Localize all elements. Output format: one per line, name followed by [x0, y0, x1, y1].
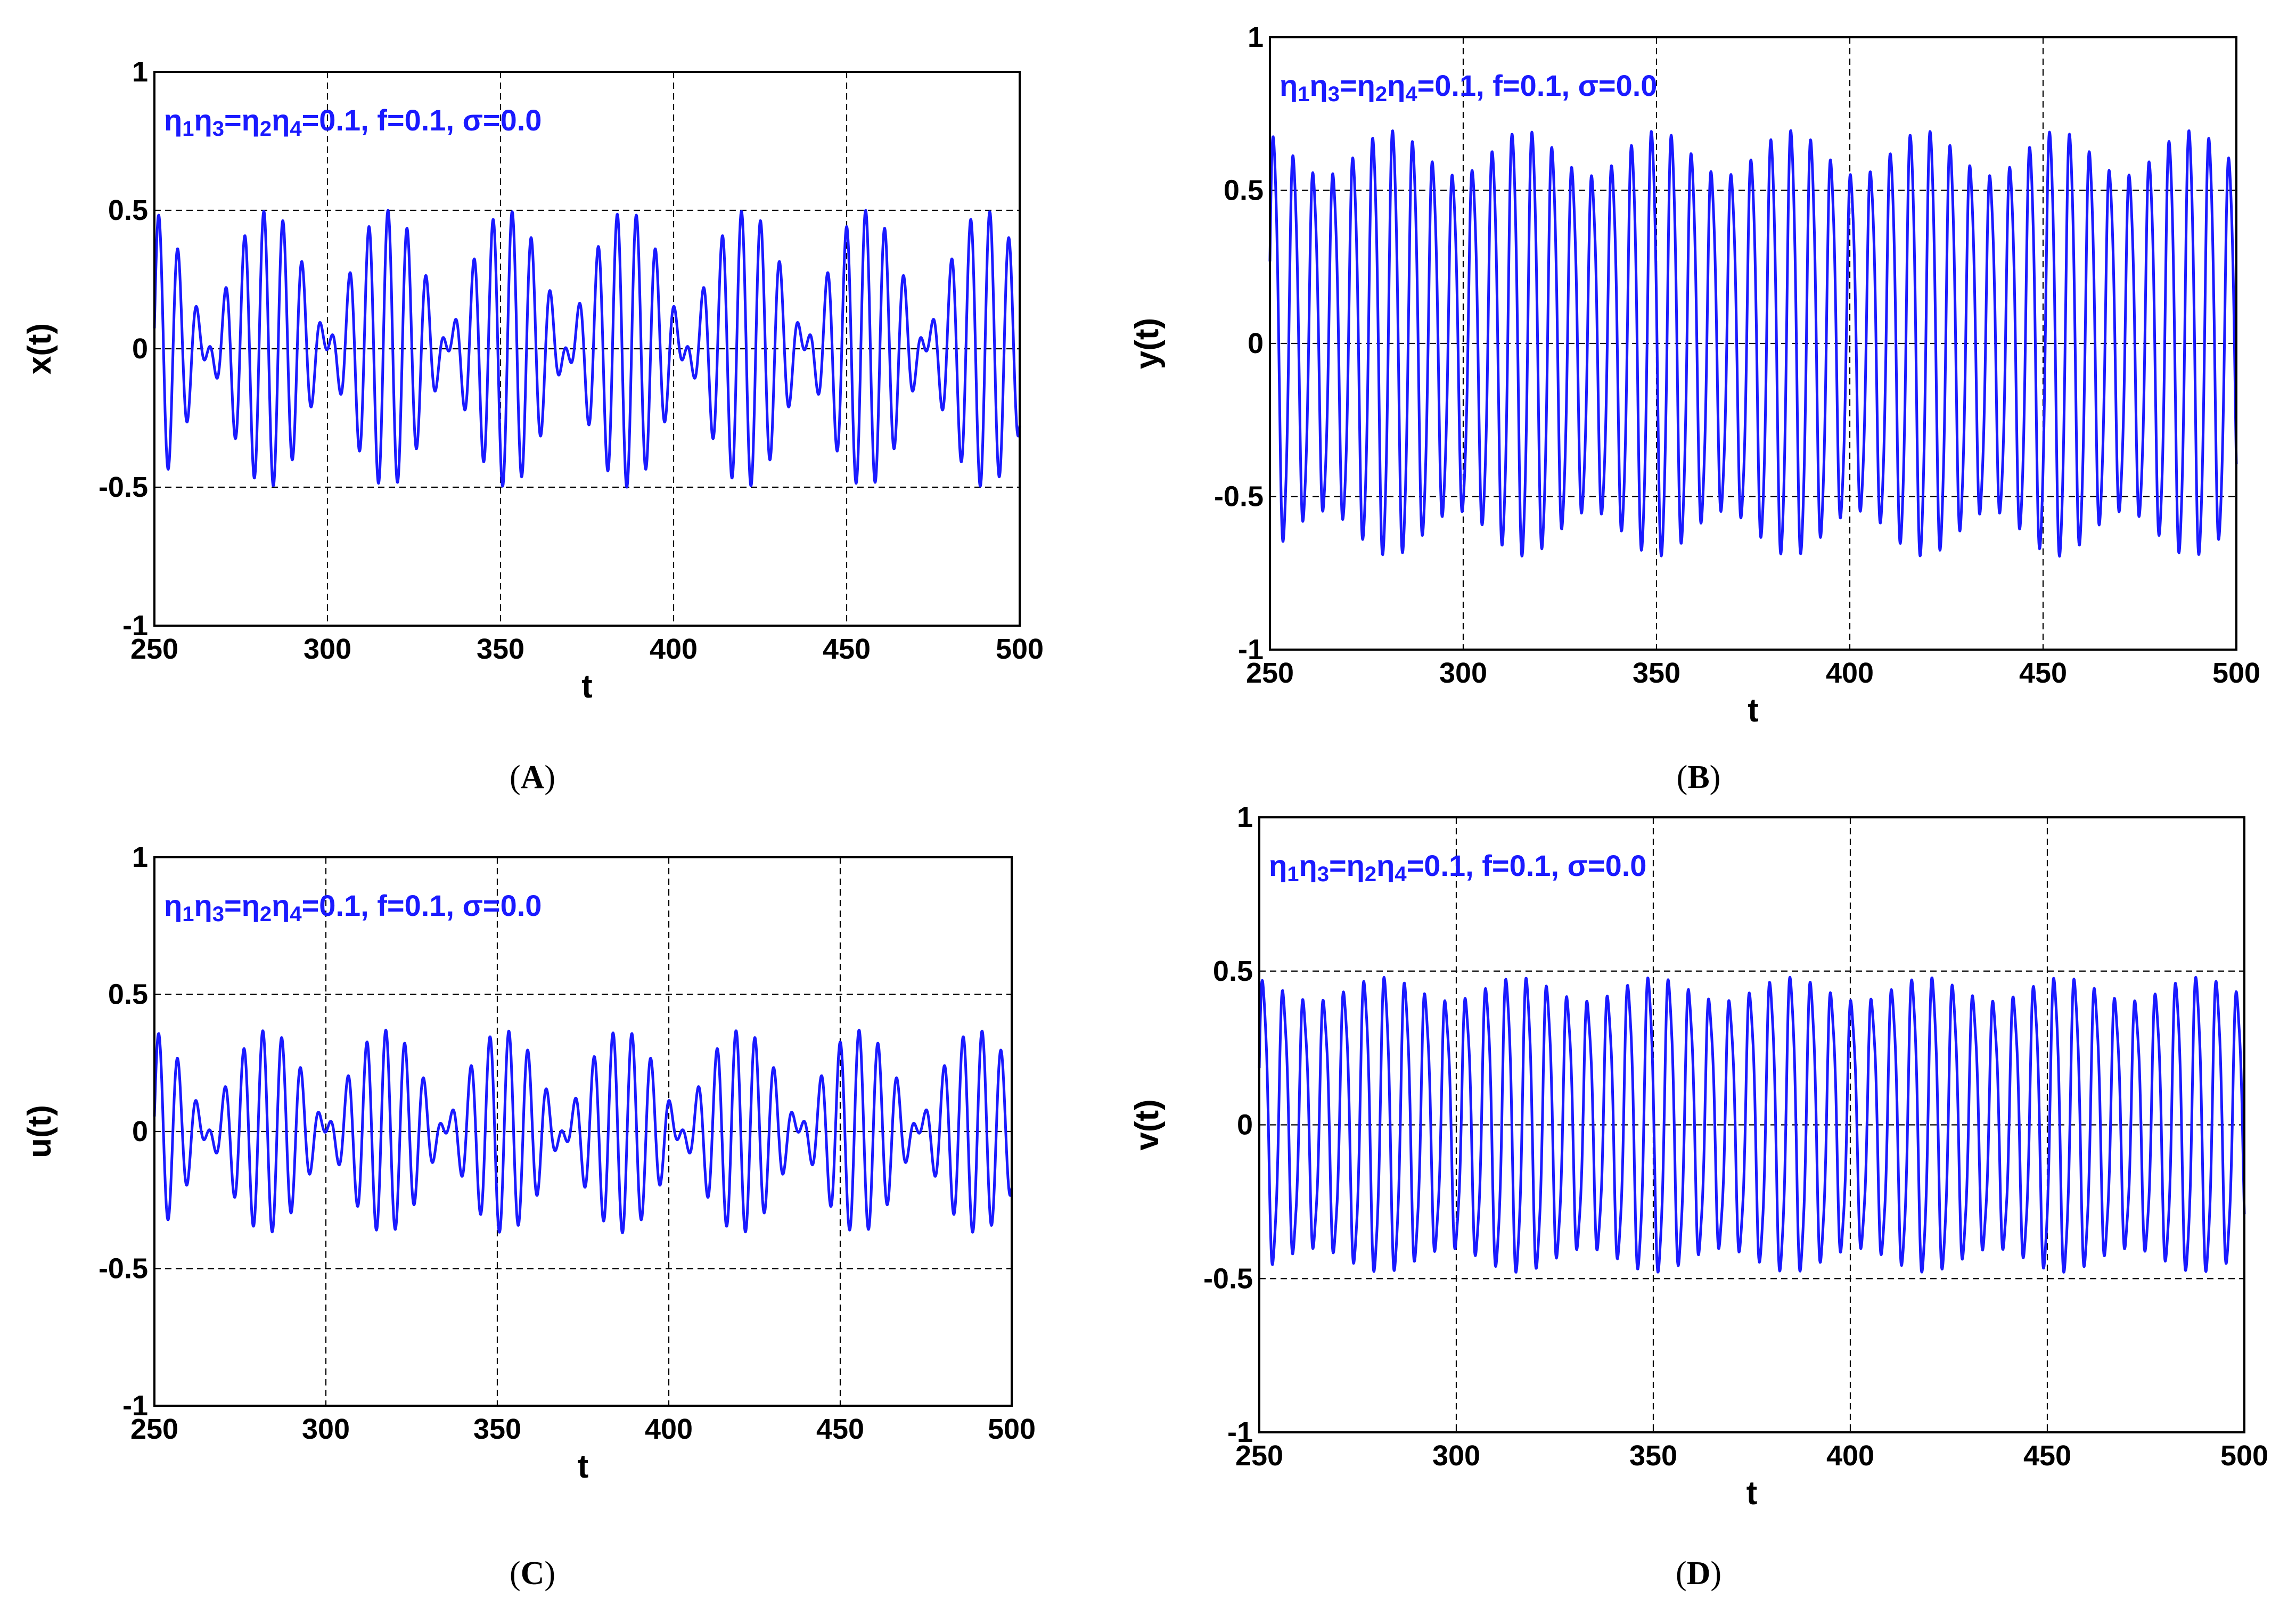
- axis-frame: [1258, 816, 2245, 1433]
- chart-panel-b: 250 300 350 400 450 500 1 0.5 0 -0.5 -1 t y(t) η1η3=η…: [1129, 21, 2260, 796]
- y-tick-label: 1: [132, 841, 148, 873]
- y-tick-label: -1: [1227, 1416, 1253, 1448]
- x-tick-label: 300: [304, 633, 351, 665]
- x-tick-label: 500: [2212, 657, 2260, 689]
- y-tick-label: -1: [122, 610, 148, 642]
- x-tick-label: 250: [130, 633, 178, 665]
- chart-panel-a: 250 300 350 400 450 500 1 0.5 0 -0.5 -1 t x(t) η1η3=η…: [21, 56, 1044, 796]
- x-tick-label: 450: [816, 1413, 864, 1445]
- panel-caption: (A): [510, 759, 555, 796]
- axis-frame: [153, 856, 1013, 1407]
- x-tick-label: 450: [2023, 1440, 2071, 1472]
- y-tick-label: -0.5: [99, 1253, 148, 1285]
- x-tick-label: 250: [1235, 1440, 1283, 1472]
- y-tick-label: 0: [1237, 1109, 1253, 1141]
- axis-frame: [153, 71, 1021, 627]
- parameter-annotation: η1η3=η2η4=0.1, f=0.1, σ=0.0: [164, 889, 542, 926]
- x-tick-label: 300: [1439, 657, 1487, 689]
- y-tick-label: -0.5: [1214, 481, 1264, 513]
- y-tick-label: 1: [1248, 21, 1264, 53]
- y-tick-label: 0: [132, 1116, 148, 1147]
- x-axis-label: t: [581, 668, 593, 705]
- y-tick-label: 0.5: [108, 979, 148, 1011]
- x-tick-label: 350: [1629, 1440, 1677, 1472]
- y-tick-label: 0.5: [108, 194, 148, 226]
- y-axis-label: x(t): [21, 323, 58, 374]
- series-line-c: [153, 1029, 1013, 1234]
- y-tick-label: 0: [132, 333, 148, 365]
- y-tick-label: 1: [132, 56, 148, 88]
- chart-panel-c: 250 300 350 400 450 500 1 0.5 0 -0.5 -1 t u(t) η1η3=η…: [21, 841, 1036, 1592]
- chart-panel-d: 250 300 350 400 450 500 1 0.5 0 -0.5 -1 t v(t) η1η3=η…: [1129, 801, 2268, 1592]
- x-tick-label: 300: [1432, 1440, 1480, 1472]
- series-line-a: [153, 209, 1021, 489]
- parameter-annotation: η1η3=η2η4=0.1, f=0.1, σ=0.0: [164, 103, 542, 141]
- x-tick-label: 300: [302, 1413, 350, 1445]
- parameter-annotation: η1η3=η2η4=0.1, f=0.1, σ=0.0: [1280, 69, 1657, 106]
- x-tick-label: 500: [988, 1413, 1036, 1445]
- y-tick-label: 1: [1237, 801, 1253, 833]
- panel-caption: (C): [510, 1555, 555, 1592]
- x-tick-label: 400: [1826, 1440, 1874, 1472]
- x-tick-label: 350: [477, 633, 524, 665]
- axis-frame: [1269, 36, 2237, 651]
- y-axis-label: v(t): [1129, 1099, 1166, 1150]
- x-tick-label: 400: [650, 633, 698, 665]
- y-tick-label: -0.5: [1203, 1262, 1253, 1294]
- x-tick-label: 400: [1826, 657, 1874, 689]
- y-axis-label: y(t): [1129, 318, 1166, 369]
- x-tick-label: 450: [823, 633, 871, 665]
- y-tick-label: 0.5: [1213, 955, 1253, 987]
- parameter-annotation: η1η3=η2η4=0.1, f=0.1, σ=0.0: [1269, 849, 1646, 886]
- x-axis-label: t: [578, 1448, 589, 1485]
- y-tick-label: 0: [1248, 327, 1264, 359]
- x-tick-label: 450: [2019, 657, 2067, 689]
- panel-caption: (D): [1676, 1555, 1721, 1592]
- x-tick-label: 500: [996, 633, 1044, 665]
- y-tick-label: -0.5: [99, 471, 148, 503]
- x-tick-label: 350: [1633, 657, 1680, 689]
- panel-caption: (B): [1677, 759, 1721, 796]
- x-axis-label: t: [1746, 1475, 1758, 1512]
- y-tick-label: 0.5: [1224, 175, 1264, 207]
- x-tick-label: 400: [645, 1413, 693, 1445]
- x-tick-label: 250: [130, 1413, 178, 1445]
- x-tick-label: 500: [2220, 1440, 2268, 1472]
- y-tick-label: -1: [1238, 634, 1264, 666]
- x-tick-label: 350: [473, 1413, 521, 1445]
- series-line-b: [1268, 129, 2238, 558]
- x-tick-label: 250: [1246, 657, 1294, 689]
- y-axis-label: u(t): [21, 1105, 58, 1158]
- series-line-d: [1258, 975, 2246, 1274]
- y-tick-label: -1: [122, 1390, 148, 1422]
- x-axis-label: t: [1748, 692, 1759, 729]
